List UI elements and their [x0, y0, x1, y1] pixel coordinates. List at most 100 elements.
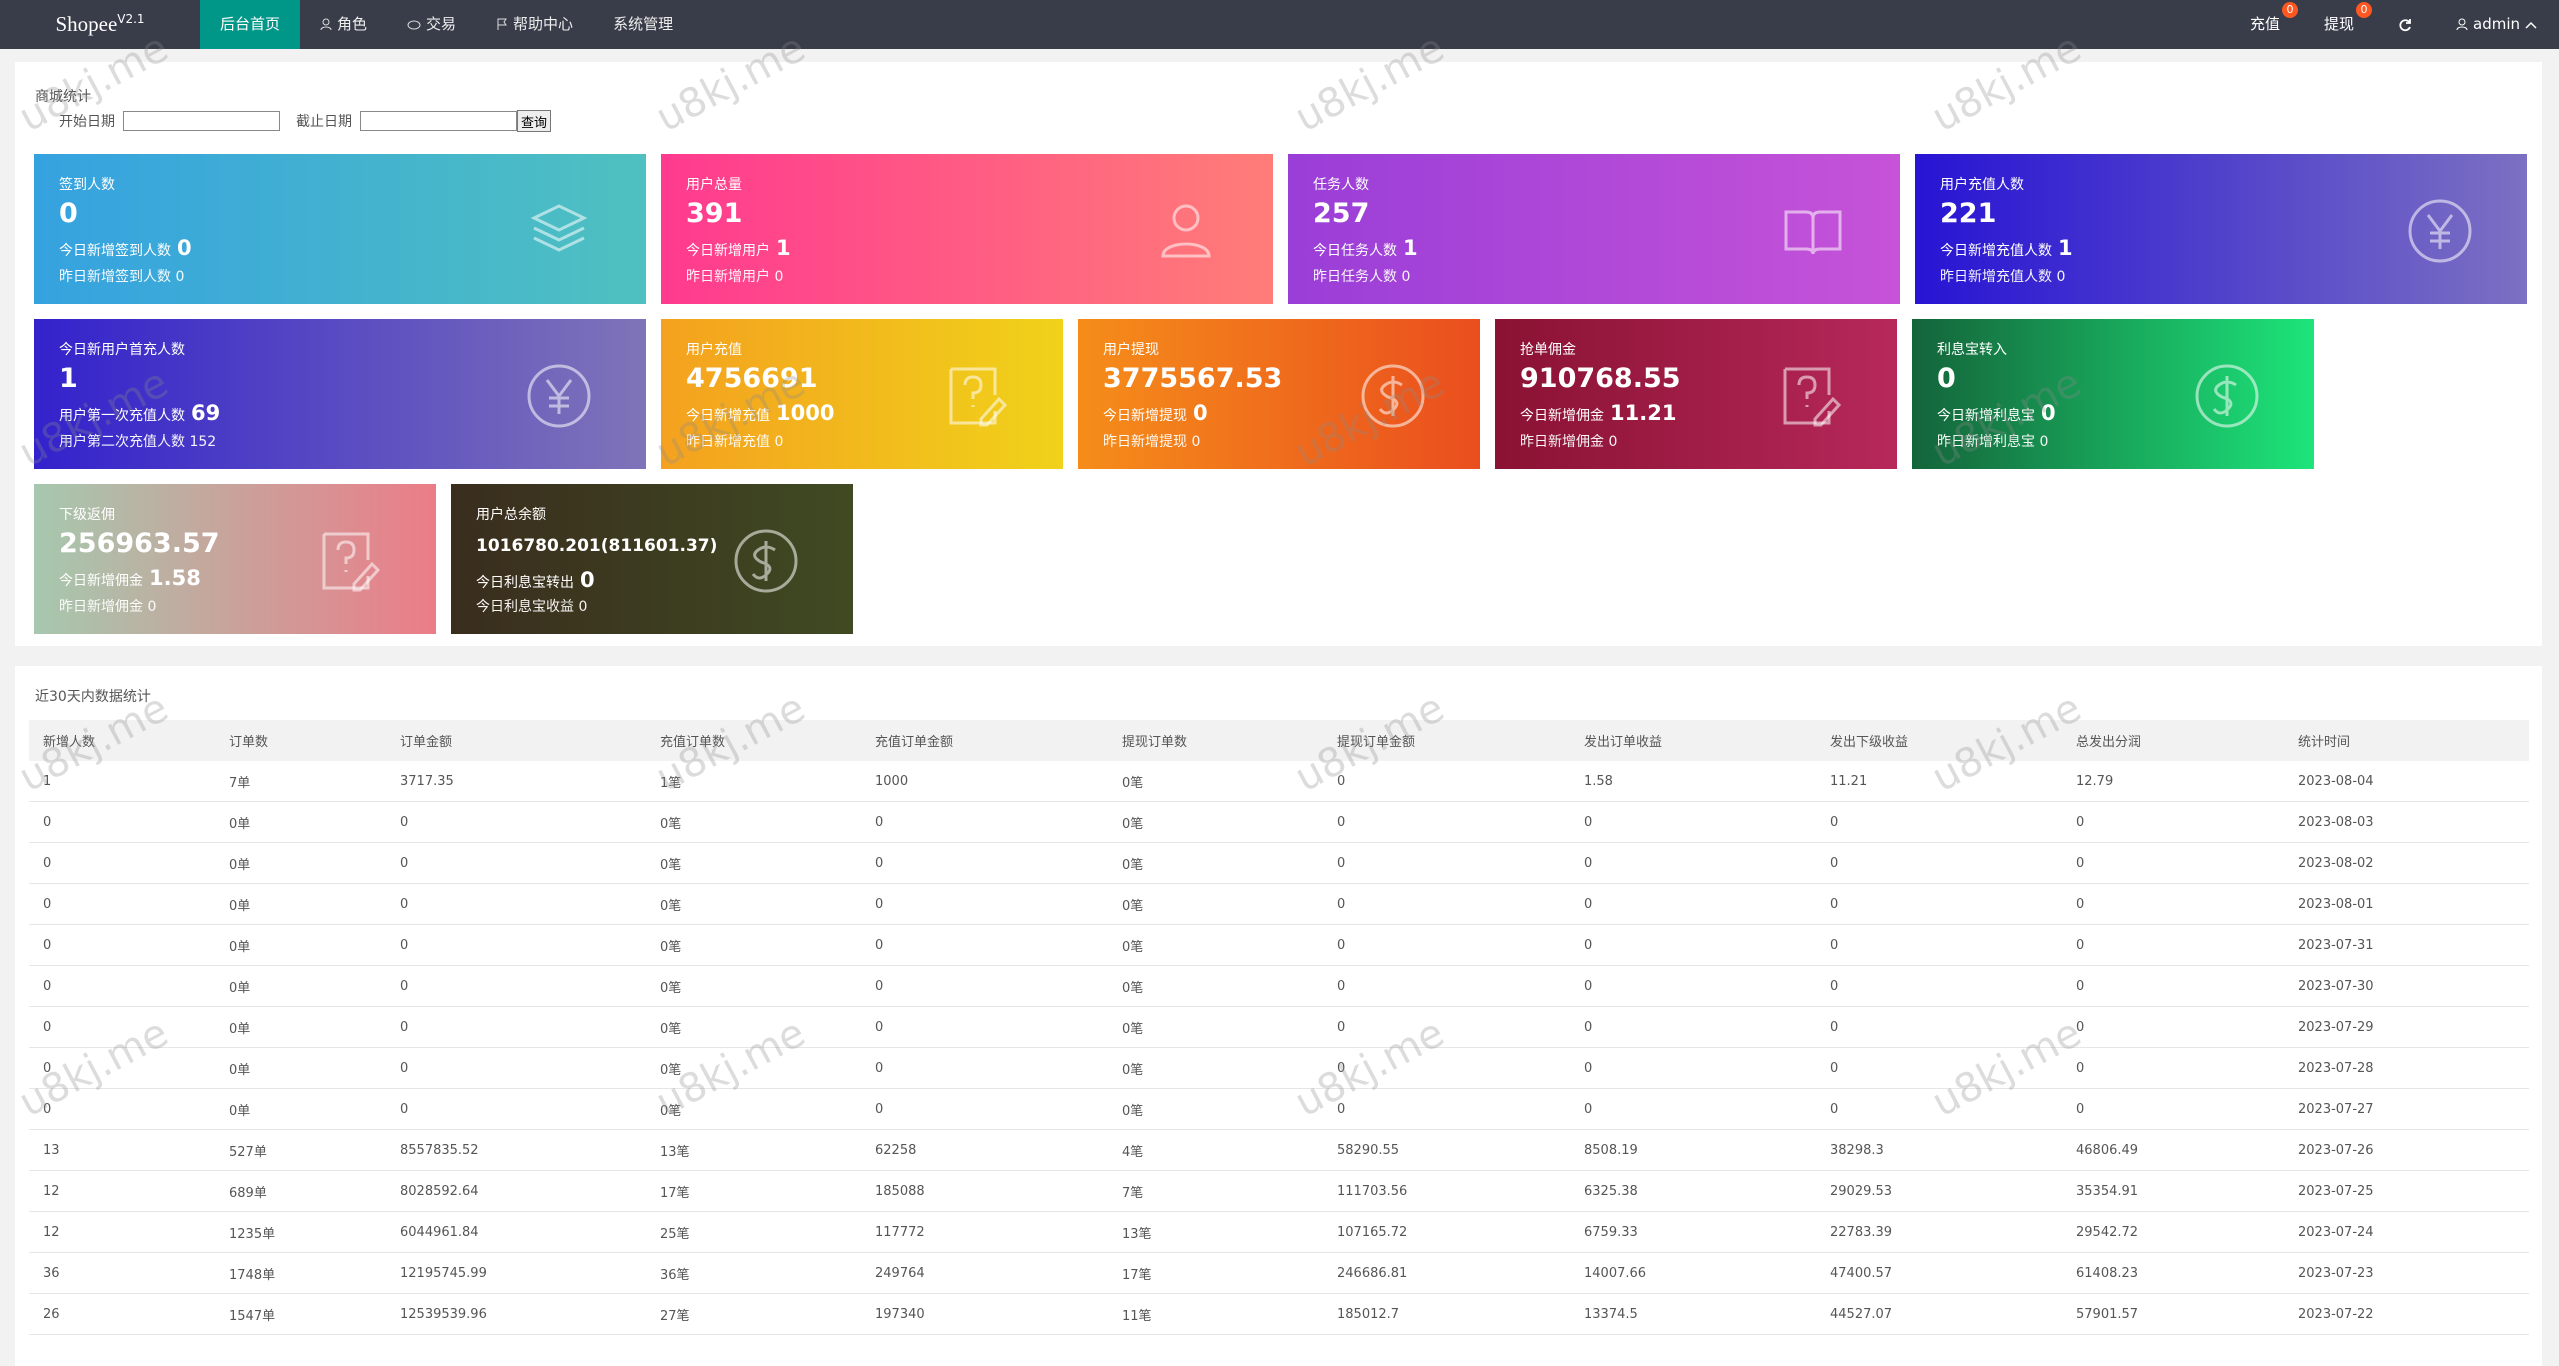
table-cell: 1笔 [646, 761, 861, 802]
recharge-link[interactable]: 充值 0 [2228, 0, 2302, 49]
menu-item[interactable]: 角色 [300, 0, 387, 49]
start-date[interactable] [123, 111, 280, 131]
card-value: 3775567.53 [1103, 363, 1283, 394]
table-row: 0 0单 0 0笔 0 0笔 0 0 0 0 2023-08-01 [29, 883, 2529, 925]
card-line-label: 用户第一次充值人数 [59, 408, 185, 424]
table-cell: 0 [1323, 842, 1570, 884]
user-menu[interactable]: admin [2434, 0, 2559, 49]
table-cell: 1.58 [1570, 761, 1816, 802]
table-cell: 0 [2062, 924, 2284, 966]
table-cell: 1 [29, 761, 215, 802]
logo[interactable]: ShopeeV2.1 [0, 12, 200, 37]
panel-title: 近30天内数据统计 [35, 689, 151, 705]
stat-card: 抢单佣金 910768.55 今日新增佣金 11.21 昨日新增佣金 0 [1495, 319, 1897, 469]
card-line: 今日利息宝转出 0 [476, 568, 595, 592]
table-cell: 13笔 [1108, 1211, 1323, 1253]
table-cell: 62258 [861, 1129, 1108, 1171]
table-cell: 2023-07-24 [2284, 1211, 2529, 1253]
table-cell: 1748单 [215, 1252, 386, 1294]
table-cell: 0 [2062, 1088, 2284, 1130]
stat-card: 任务人数 257 今日任务人数 1 昨日任务人数 0 [1288, 154, 1900, 304]
table-cell: 0 [861, 1047, 1108, 1089]
table-cell: 0 [2062, 883, 2284, 925]
panel-title: 商城统计 [35, 89, 91, 105]
table-row: 0 0单 0 0笔 0 0笔 0 0 0 0 2023-07-31 [29, 924, 2529, 966]
card-icon [527, 364, 591, 428]
card-title: 用户充值 [686, 342, 742, 358]
table-cell: 13374.5 [1570, 1293, 1816, 1335]
table-cell: 36笔 [646, 1252, 861, 1294]
card-line: 昨日新增利息宝 0 [1937, 434, 2049, 450]
table-cell: 0 [386, 924, 646, 966]
table-cell: 0 [1570, 801, 1816, 843]
card-icon [1161, 204, 1211, 258]
table-cell: 0笔 [1108, 1047, 1323, 1089]
table-cell: 12539539.96 [386, 1293, 646, 1335]
table-row: 12 689单 8028592.64 17笔 185088 7笔 111703.56 6325… [29, 1170, 2529, 1212]
table-cell: 185088 [861, 1170, 1108, 1212]
table-cell: 197340 [861, 1293, 1108, 1335]
table-cell: 0 [861, 924, 1108, 966]
menu-item[interactable]: 交易 [387, 0, 476, 49]
menu-item[interactable]: 系统管理 [593, 0, 693, 49]
table-cell: 0 [29, 1047, 215, 1089]
table-cell: 0笔 [1108, 883, 1323, 925]
card-line: 今日新增利息宝 0 [1937, 401, 2056, 425]
end-date[interactable] [360, 111, 517, 131]
table-cell: 0 [29, 1088, 215, 1130]
card-title: 抢单佣金 [1520, 342, 1576, 358]
column-header: 总发出分润 [2062, 720, 2284, 761]
table-cell: 38298.3 [1816, 1129, 2062, 1171]
table-cell: 0 [1816, 883, 2062, 925]
table-cell: 36 [29, 1252, 215, 1294]
card-title: 用户充值人数 [1940, 177, 2024, 193]
table-cell: 1000 [861, 761, 1108, 802]
table-row: 1 7单 3717.35 1笔 1000 0笔 0 1.58 11.21 12.79 2023-08… [29, 761, 2529, 802]
card-title: 用户提现 [1103, 342, 1159, 358]
card-value: 391 [686, 198, 743, 229]
card-line-label: 今日新增用户 [686, 243, 770, 259]
stat-card: 用户总量 391 今日新增用户 1 昨日新增用户 0 [661, 154, 1273, 304]
table-cell: 2023-08-04 [2284, 761, 2529, 802]
table-cell: 2023-08-01 [2284, 883, 2529, 925]
table-cell: 0单 [215, 965, 386, 1007]
filter-label: 截止日期 [296, 114, 352, 130]
table-cell: 8508.19 [1570, 1129, 1816, 1171]
icon [2456, 18, 2468, 31]
card-icon [1783, 367, 1842, 427]
table-cell: 14007.66 [1570, 1252, 1816, 1294]
table-cell: 6759.33 [1570, 1211, 1816, 1253]
card-line-label: 今日任务人数 [1313, 243, 1397, 259]
card-line-label: 今日新增提现 [1103, 408, 1187, 424]
table-cell: 2023-07-30 [2284, 965, 2529, 1007]
menu-item[interactable]: 帮助中心 [476, 0, 593, 49]
table-cell: 0笔 [646, 1047, 861, 1089]
table-cell: 1235单 [215, 1211, 386, 1253]
stat-card: 用户充值 4756691 今日新增充值 1000 昨日新增充值 0 [661, 319, 1063, 469]
stat-card: 用户提现 3775567.53 今日新增提现 0 昨日新增提现 0 [1078, 319, 1480, 469]
card-line-label: 今日新增佣金 [59, 573, 143, 589]
card-line-value: 1000 [776, 401, 835, 425]
table-cell: 61408.23 [2062, 1252, 2284, 1294]
table-body: 1 7单 3717.35 1笔 1000 0笔 0 1.58 11.21 12.79 2023-08… [29, 761, 2529, 1335]
column-header: 提现订单金额 [1323, 720, 1570, 761]
card-line: 昨日新增提现 0 [1103, 434, 1201, 450]
icon [407, 20, 421, 29]
stat-card: 用户充值人数 221 今日新增充值人数 1 昨日新增充值人数 0 [1915, 154, 2527, 304]
refresh-button[interactable] [2376, 18, 2434, 32]
table-cell: 0笔 [1108, 1006, 1323, 1048]
table-cell: 8028592.64 [386, 1170, 646, 1212]
table-row: 0 0单 0 0笔 0 0笔 0 0 0 0 2023-07-29 [29, 1006, 2529, 1048]
card-icon [949, 367, 1008, 427]
menu-item[interactable]: 后台首页 [200, 0, 301, 49]
icon [2525, 21, 2537, 29]
table-cell: 0笔 [646, 801, 861, 843]
card-line: 昨日新增用户 0 [686, 269, 784, 285]
table-cell: 2023-07-22 [2284, 1293, 2529, 1335]
card-icon [530, 204, 588, 252]
stat-card: 利息宝转入 0 今日新增利息宝 0 昨日新增利息宝 0 [1912, 319, 2314, 469]
query-button[interactable]: 查询 [517, 110, 552, 132]
table-cell: 246686.81 [1323, 1252, 1570, 1294]
table-cell: 0 [386, 1088, 646, 1130]
withdraw-link[interactable]: 提现 0 [2302, 0, 2376, 49]
